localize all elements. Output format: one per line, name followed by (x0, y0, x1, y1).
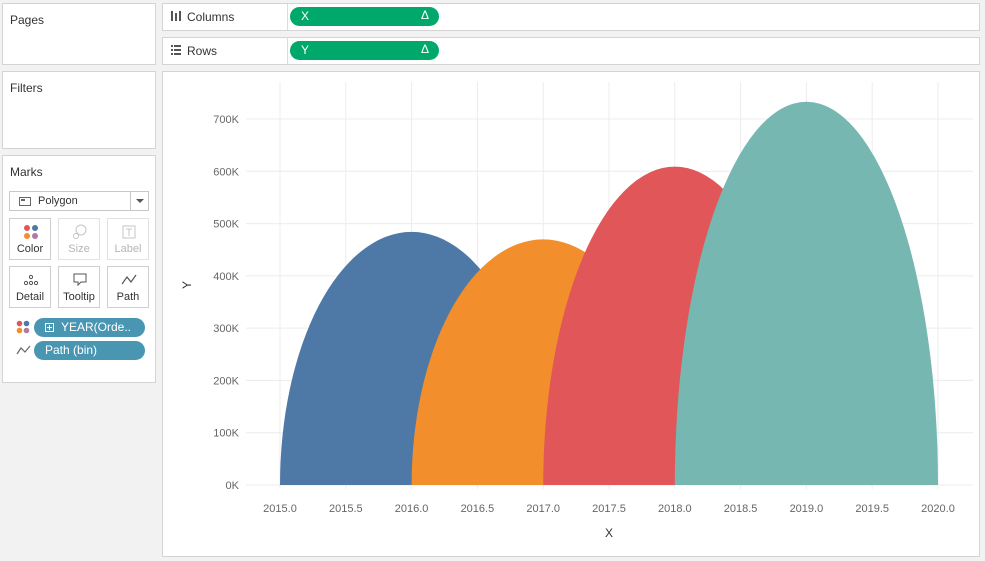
filters-title: Filters (10, 81, 43, 95)
x-tick-label: 2017.0 (526, 503, 560, 515)
color-encoding-icon (16, 320, 30, 334)
x-tick-labels: 2015.0 2015.5 2016.0 2016.5 2017.0 2017.5 2018… (263, 503, 955, 515)
plus-box-icon[interactable] (45, 323, 54, 332)
size-icon (73, 224, 87, 239)
x-tick-label: 2015.0 (263, 503, 297, 515)
x-pill[interactable]: X Δ (290, 7, 439, 26)
chart-view[interactable]: 0K 100K 200K 300K 400K 500K 600K 700K 2015.0 201… (162, 71, 980, 557)
color-button[interactable]: Color (9, 218, 51, 260)
tooltip-icon (73, 273, 87, 287)
columns-shelf-label: Columns (170, 10, 234, 24)
rows-shelf-label: Rows (170, 44, 217, 58)
path-button[interactable]: Path (107, 266, 149, 308)
detail-button[interactable]: Detail (9, 266, 51, 308)
y-tick-label: 200K (213, 375, 239, 387)
rows-icon (171, 45, 181, 55)
rows-shelf[interactable]: Rows Y Δ (162, 37, 980, 65)
y-tick-label: 100K (213, 428, 239, 440)
color-button-label: Color (16, 243, 44, 255)
mark-type-label: Polygon (38, 195, 78, 207)
columns-label-text: Columns (187, 10, 235, 24)
size-button-label: Size (68, 243, 90, 255)
mark-type-dropdown[interactable]: Polygon (9, 191, 149, 211)
y-tick-label: 500K (213, 219, 239, 231)
year-order-date-pill-label: YEAR(Orde.. (61, 320, 132, 334)
y-tick-label: 0K (226, 480, 240, 492)
x-tick-label: 2016.5 (461, 503, 495, 515)
pages-card[interactable]: Pages (2, 3, 156, 65)
text-label-icon (122, 225, 136, 239)
polygon-icon (19, 197, 31, 206)
path-encoding-icon (16, 345, 31, 355)
detail-dots-icon (23, 274, 39, 286)
year-order-date-pill[interactable]: YEAR(Orde.. (34, 318, 145, 337)
series-area-4[interactable] (674, 101, 938, 486)
x-tick-label: 2018.5 (724, 503, 758, 515)
x-tick-label: 2020.0 (921, 503, 955, 515)
filters-card[interactable]: Filters (2, 71, 156, 149)
columns-icon (171, 11, 181, 21)
tooltip-button[interactable]: Tooltip (58, 266, 100, 308)
y-tick-label: 300K (213, 323, 239, 335)
size-button[interactable]: Size (58, 218, 100, 260)
pages-title: Pages (10, 13, 45, 27)
label-button[interactable]: Label (107, 218, 149, 260)
marks-card: Marks Polygon Color Size (2, 155, 156, 383)
y-tick-label: 400K (213, 271, 239, 283)
shelf-divider (287, 4, 288, 30)
shelf-divider (287, 38, 288, 64)
x-tick-label: 2016.0 (395, 503, 429, 515)
y-axis-title: Y (180, 281, 194, 289)
marks-title: Marks (10, 165, 43, 179)
y-tick-label: 700K (213, 114, 239, 126)
color-dots-icon (24, 225, 38, 239)
x-tick-label: 2019.5 (855, 503, 889, 515)
x-tick-label: 2017.5 (592, 503, 626, 515)
delta-icon: Δ (420, 8, 429, 22)
chevron-down-icon[interactable] (130, 192, 148, 210)
y-tick-label: 600K (213, 166, 239, 178)
tooltip-button-label: Tooltip (63, 291, 95, 303)
rows-label-text: Rows (187, 44, 218, 58)
path-bin-pill[interactable]: Path (bin) (34, 341, 145, 360)
delta-icon: Δ (420, 42, 429, 56)
columns-shelf[interactable]: Columns X Δ (162, 3, 980, 31)
x-tick-label: 2019.0 (790, 503, 824, 515)
x-axis-title: X (605, 526, 613, 540)
y-pill[interactable]: Y Δ (290, 41, 439, 60)
x-tick-label: 2018.0 (658, 503, 692, 515)
x-tick-label: 2015.5 (329, 503, 363, 515)
y-pill-label: Y (301, 43, 310, 57)
label-button-label: Label (114, 243, 142, 255)
path-bin-pill-label: Path (bin) (45, 343, 98, 357)
path-button-label: Path (116, 291, 140, 303)
x-pill-label: X (301, 9, 310, 23)
detail-button-label: Detail (15, 291, 45, 303)
path-line-icon (121, 274, 137, 285)
y-tick-labels: 0K 100K 200K 300K 400K 500K 600K 700K (213, 114, 239, 492)
series-areas (280, 101, 938, 486)
